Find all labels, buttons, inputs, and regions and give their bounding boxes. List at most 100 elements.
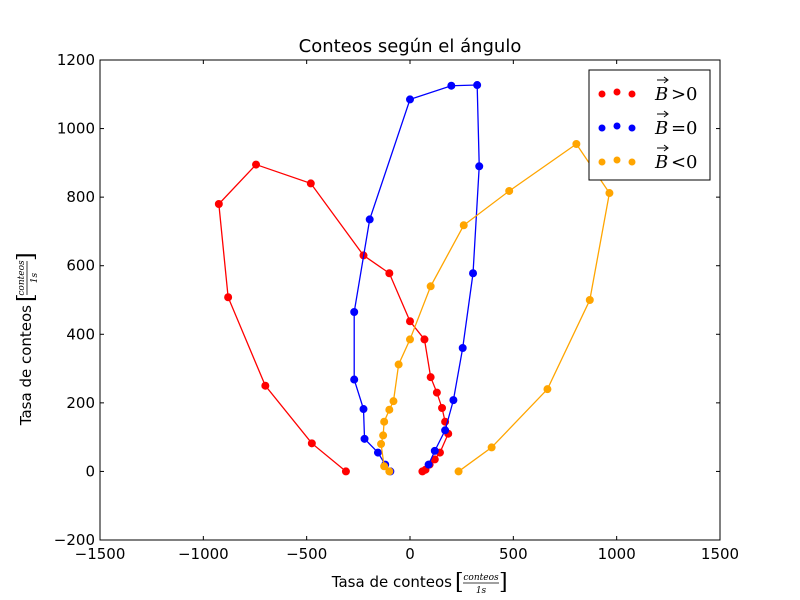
y-tick-label: 1000 bbox=[57, 120, 95, 138]
x-axis-label-bracket-close: ] bbox=[499, 570, 508, 595]
y-axis-label-bracket-close: ] bbox=[14, 252, 39, 261]
ticks-layer: −1500 −1000 −500 0 500 1000 1500 −200 0 200 400 600… bbox=[54, 51, 739, 563]
legend-marker bbox=[613, 88, 621, 96]
data-point bbox=[505, 186, 514, 195]
data-point bbox=[385, 467, 394, 476]
legend-label-rhs: 0 bbox=[686, 118, 697, 139]
legend-marker bbox=[613, 156, 621, 164]
data-point bbox=[458, 344, 467, 352]
legend-entry: B >0 bbox=[598, 76, 697, 105]
data-point bbox=[418, 467, 427, 476]
legend-label-var: B bbox=[654, 152, 668, 173]
legend: B >0B = 0B <0 bbox=[588, 69, 711, 181]
legend-vector-arrowhead bbox=[663, 110, 669, 118]
x-tick-label: −1500 bbox=[75, 545, 126, 563]
data-point bbox=[306, 179, 315, 188]
data-point bbox=[365, 215, 374, 224]
y-axis-label-frac-den: 1s bbox=[30, 272, 40, 283]
legend-marker bbox=[598, 158, 606, 166]
x-tick-label: −1000 bbox=[178, 545, 229, 563]
data-point bbox=[406, 335, 414, 344]
data-point bbox=[214, 200, 223, 208]
data-point bbox=[454, 467, 463, 476]
y-axis-label-frac-num: conteos bbox=[17, 260, 27, 296]
data-point bbox=[406, 95, 414, 104]
data-point bbox=[385, 269, 394, 278]
x-axis-label-text: Tasa de conteos bbox=[331, 573, 452, 591]
series-2 bbox=[377, 140, 614, 476]
data-point bbox=[224, 293, 233, 302]
data-point bbox=[426, 282, 435, 291]
data-point bbox=[380, 417, 389, 426]
data-point bbox=[432, 388, 441, 397]
data-point bbox=[420, 335, 429, 344]
legend-box bbox=[588, 69, 711, 181]
legend-vector-arrowhead bbox=[663, 76, 669, 84]
data-point bbox=[487, 443, 496, 452]
legend-marker bbox=[628, 124, 636, 132]
data-point bbox=[377, 440, 386, 448]
y-tick-label: 800 bbox=[66, 188, 95, 206]
data-point bbox=[585, 296, 594, 304]
x-tick-label: −500 bbox=[286, 545, 327, 563]
data-point bbox=[572, 140, 581, 148]
data-point bbox=[447, 81, 456, 90]
y-tick-label: 200 bbox=[66, 394, 95, 412]
data-point bbox=[426, 373, 435, 382]
legend-marker bbox=[613, 122, 621, 130]
legend-marker bbox=[628, 90, 636, 98]
legend-label-var: B bbox=[654, 84, 668, 105]
series-1 bbox=[350, 81, 484, 476]
data-point bbox=[438, 404, 447, 412]
x-tick-label: 1000 bbox=[598, 545, 636, 563]
data-point bbox=[385, 405, 394, 414]
data-point bbox=[359, 405, 368, 414]
legend-entry: B = 0 bbox=[598, 110, 697, 139]
data-point bbox=[360, 434, 369, 443]
x-tick-label: 500 bbox=[499, 545, 528, 563]
data-point bbox=[605, 189, 614, 198]
y-tick-label: 600 bbox=[66, 257, 95, 275]
data-point bbox=[373, 448, 382, 457]
legend-vector-arrowhead bbox=[663, 144, 669, 152]
data-point bbox=[394, 360, 403, 369]
data-point bbox=[380, 462, 389, 471]
legend-label-op: > bbox=[671, 84, 686, 105]
x-axis-label-frac-num: conteos bbox=[463, 573, 499, 583]
y-axis-label: Tasa de conteos [ conteos 1s ] bbox=[14, 252, 40, 426]
data-point bbox=[469, 269, 478, 278]
data-point bbox=[261, 381, 270, 390]
data-point bbox=[341, 467, 350, 476]
data-point bbox=[350, 308, 359, 316]
legend-label-op: = bbox=[671, 118, 686, 139]
data-point bbox=[475, 162, 484, 171]
data-point bbox=[543, 385, 552, 394]
legend-label-rhs: 0 bbox=[686, 84, 697, 105]
data-point bbox=[430, 446, 439, 455]
y-axis-label-bracket: [ bbox=[14, 293, 39, 302]
legend-marker bbox=[628, 158, 636, 166]
legend-marker bbox=[598, 90, 606, 98]
x-axis-label: Tasa de conteos [ conteos 1s ] bbox=[331, 570, 508, 596]
data-point bbox=[350, 375, 359, 384]
legend-entries: B >0B = 0B <0 bbox=[598, 76, 697, 173]
data-point bbox=[406, 317, 414, 326]
data-point bbox=[389, 397, 398, 406]
series-layer bbox=[214, 81, 614, 476]
data-point bbox=[459, 221, 468, 230]
data-point bbox=[252, 160, 261, 169]
chart-title: Conteos según el ángulo bbox=[299, 36, 522, 57]
legend-label-rhs: 0 bbox=[686, 152, 697, 173]
legend-marker bbox=[598, 124, 606, 132]
y-tick-label: 0 bbox=[85, 462, 95, 480]
x-tick-label: 1500 bbox=[701, 545, 739, 563]
legend-entry: B <0 bbox=[598, 144, 697, 173]
y-tick-label: 400 bbox=[66, 325, 95, 343]
y-axis-label-text: Tasa de conteos bbox=[17, 305, 35, 426]
x-axis-label-frac-den: 1s bbox=[476, 586, 487, 596]
x-tick-label: 0 bbox=[405, 545, 415, 563]
legend-label-var: B bbox=[654, 118, 668, 139]
y-tick-label: 1200 bbox=[57, 51, 95, 69]
series-0 bbox=[214, 160, 453, 476]
legend-label-op: < bbox=[671, 152, 686, 173]
